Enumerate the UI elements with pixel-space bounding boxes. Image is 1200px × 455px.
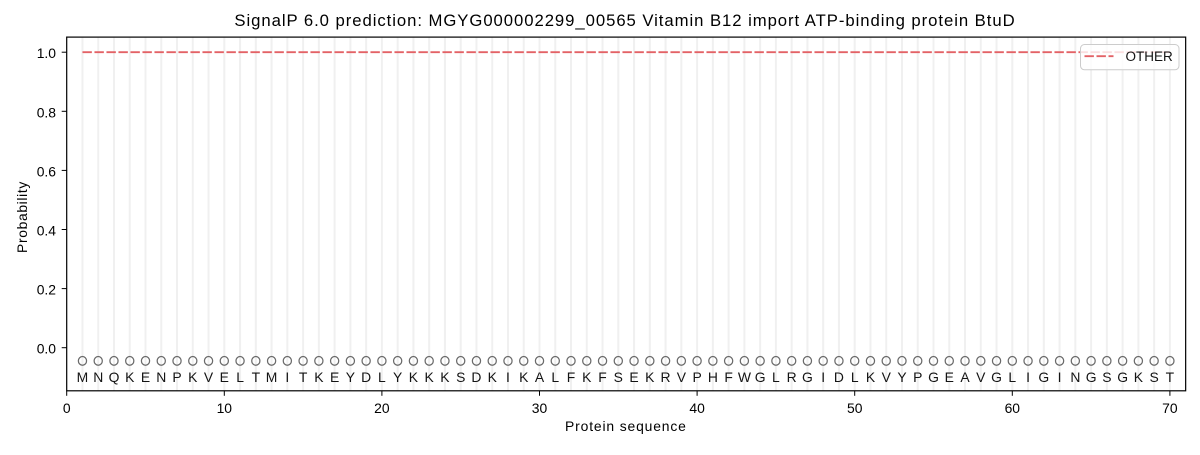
svg-text:K: K: [1134, 369, 1144, 385]
svg-text:A: A: [535, 369, 545, 385]
svg-text:Y: Y: [393, 369, 402, 385]
svg-text:OTHER: OTHER: [1126, 49, 1174, 64]
svg-text:L: L: [378, 369, 386, 385]
svg-text:0.0: 0.0: [37, 341, 57, 357]
svg-text:S: S: [456, 369, 465, 385]
svg-text:I: I: [506, 369, 510, 385]
svg-text:Y: Y: [346, 369, 355, 385]
svg-text:K: K: [645, 369, 655, 385]
svg-text:20: 20: [374, 400, 390, 416]
svg-text:I: I: [1058, 369, 1062, 385]
svg-text:K: K: [440, 369, 450, 385]
svg-text:V: V: [882, 369, 892, 385]
svg-text:0.6: 0.6: [37, 163, 57, 179]
svg-text:Probability: Probability: [14, 181, 30, 253]
svg-text:Protein sequence: Protein sequence: [565, 418, 687, 434]
svg-text:K: K: [314, 369, 324, 385]
svg-text:G: G: [928, 369, 939, 385]
svg-text:A: A: [960, 369, 970, 385]
svg-text:M: M: [266, 369, 278, 385]
svg-text:V: V: [976, 369, 986, 385]
svg-text:G: G: [755, 369, 766, 385]
svg-text:R: R: [661, 369, 671, 385]
svg-text:G: G: [991, 369, 1002, 385]
svg-text:P: P: [692, 369, 701, 385]
svg-text:70: 70: [1162, 400, 1178, 416]
svg-text:Q: Q: [109, 369, 120, 385]
svg-text:L: L: [236, 369, 244, 385]
svg-text:S: S: [1102, 369, 1111, 385]
svg-text:N: N: [156, 369, 166, 385]
svg-text:K: K: [125, 369, 135, 385]
svg-text:K: K: [425, 369, 435, 385]
svg-text:F: F: [724, 369, 733, 385]
svg-text:F: F: [567, 369, 576, 385]
svg-text:K: K: [519, 369, 529, 385]
svg-text:G: G: [1086, 369, 1097, 385]
svg-text:T: T: [1166, 369, 1175, 385]
svg-text:Y: Y: [897, 369, 906, 385]
svg-text:H: H: [708, 369, 718, 385]
svg-text:N: N: [93, 369, 103, 385]
svg-text:D: D: [834, 369, 844, 385]
svg-text:I: I: [1026, 369, 1030, 385]
svg-text:K: K: [409, 369, 419, 385]
svg-text:W: W: [738, 369, 752, 385]
svg-text:L: L: [551, 369, 559, 385]
svg-text:V: V: [677, 369, 687, 385]
svg-text:R: R: [787, 369, 797, 385]
svg-text:L: L: [851, 369, 859, 385]
svg-text:L: L: [1008, 369, 1016, 385]
svg-text:T: T: [299, 369, 308, 385]
svg-text:0.4: 0.4: [37, 223, 57, 239]
svg-text:L: L: [772, 369, 780, 385]
svg-text:K: K: [866, 369, 876, 385]
svg-text:1.0: 1.0: [37, 45, 57, 61]
svg-text:30: 30: [532, 400, 548, 416]
svg-text:10: 10: [217, 400, 233, 416]
svg-text:K: K: [582, 369, 592, 385]
svg-text:S: S: [1150, 369, 1159, 385]
svg-text:0.2: 0.2: [37, 282, 57, 298]
svg-text:K: K: [488, 369, 498, 385]
svg-text:S: S: [614, 369, 623, 385]
svg-text:E: E: [141, 369, 150, 385]
svg-text:E: E: [629, 369, 638, 385]
svg-text:T: T: [252, 369, 261, 385]
svg-text:0.8: 0.8: [37, 104, 57, 120]
svg-text:E: E: [220, 369, 229, 385]
svg-text:0: 0: [63, 400, 71, 416]
svg-text:E: E: [945, 369, 954, 385]
svg-text:P: P: [172, 369, 181, 385]
svg-text:D: D: [361, 369, 371, 385]
svg-text:E: E: [330, 369, 339, 385]
svg-text:M: M: [77, 369, 89, 385]
svg-text:40: 40: [689, 400, 705, 416]
svg-text:50: 50: [847, 400, 863, 416]
svg-text:V: V: [204, 369, 214, 385]
svg-text:P: P: [913, 369, 922, 385]
svg-text:D: D: [471, 369, 481, 385]
svg-text:N: N: [1070, 369, 1080, 385]
svg-text:SignalP 6.0 prediction: MGYG00: SignalP 6.0 prediction: MGYG000002299_00…: [234, 11, 1015, 30]
svg-text:G: G: [802, 369, 813, 385]
svg-text:60: 60: [1005, 400, 1021, 416]
svg-text:G: G: [1038, 369, 1049, 385]
svg-text:I: I: [285, 369, 289, 385]
svg-text:G: G: [1117, 369, 1128, 385]
svg-text:K: K: [188, 369, 198, 385]
svg-text:I: I: [821, 369, 825, 385]
svg-text:F: F: [598, 369, 607, 385]
